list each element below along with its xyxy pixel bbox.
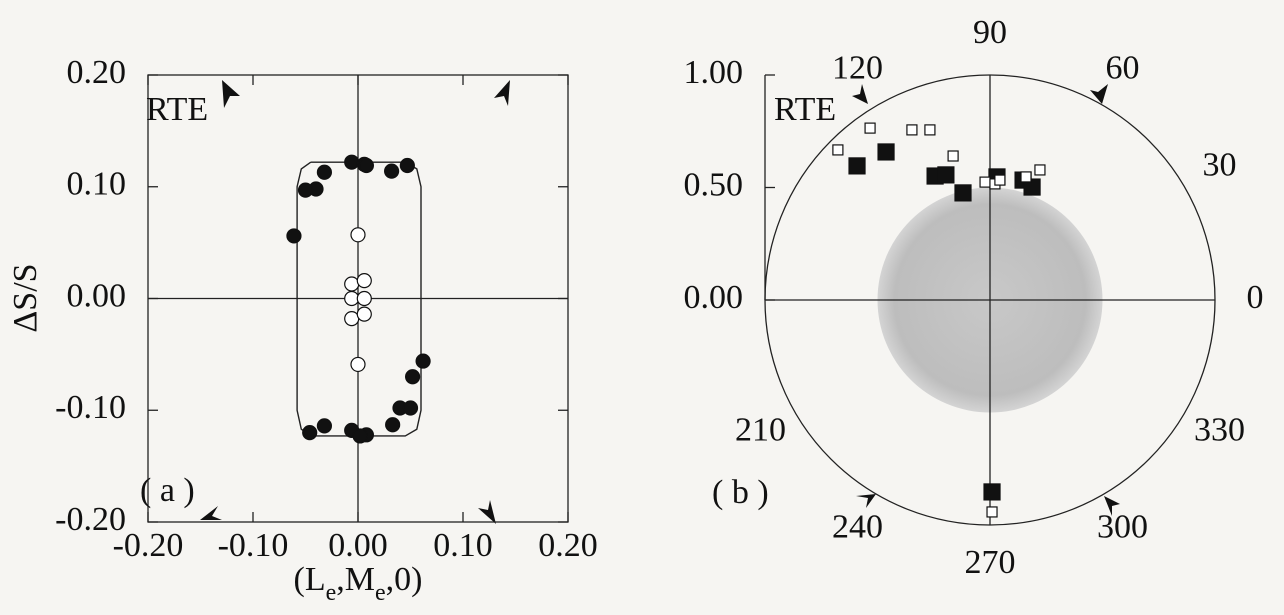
point <box>833 145 843 155</box>
label-part: ,0) <box>386 561 423 598</box>
point <box>878 144 894 160</box>
panel-label: ( b ) <box>712 474 769 511</box>
x-tick-label: 0.20 <box>538 527 598 564</box>
x-tick-label: -0.10 <box>218 527 289 564</box>
y-tick-label: 0.20 <box>67 54 127 91</box>
y-tick-label: -0.10 <box>55 389 126 426</box>
point <box>406 370 420 384</box>
angle-label: 30 <box>1202 146 1236 183</box>
point <box>317 165 331 179</box>
x-tick-label: 0.00 <box>328 527 388 564</box>
point <box>400 159 414 173</box>
point <box>317 419 331 433</box>
point <box>385 164 399 178</box>
point <box>345 155 359 169</box>
panel-label: RTE <box>774 91 836 128</box>
panel-label: ( a ) <box>140 472 195 509</box>
angle-label: 240 <box>832 508 883 545</box>
point <box>1035 165 1045 175</box>
label-part: ,M <box>336 561 375 598</box>
subscript: e <box>375 580 386 606</box>
x-axis-label: (Le,Me,0) <box>294 561 423 606</box>
panel-label: RTE <box>146 91 208 128</box>
point <box>357 274 371 288</box>
point <box>351 228 365 242</box>
point <box>404 401 418 415</box>
point <box>345 312 359 326</box>
point <box>299 183 313 197</box>
point <box>995 175 1005 185</box>
figure: -0.20-0.100.000.100.20-0.20-0.100.000.10… <box>0 0 1284 615</box>
point <box>938 167 954 183</box>
y-tick-label: 0.10 <box>67 166 127 203</box>
point <box>359 159 373 173</box>
subscript: e <box>326 580 337 606</box>
r-tick-label: 0.50 <box>684 166 744 203</box>
point <box>987 507 997 517</box>
angle-label: 120 <box>832 49 883 86</box>
r-tick-label: 0.00 <box>684 279 744 316</box>
angle-label: 0 <box>1247 279 1264 316</box>
point <box>287 229 301 243</box>
point <box>416 354 430 368</box>
point <box>907 125 917 135</box>
point <box>357 307 371 321</box>
angle-label: 60 <box>1106 49 1140 86</box>
label-part: (L <box>294 561 326 598</box>
point <box>849 158 865 174</box>
y-tick-label: -0.20 <box>55 501 126 538</box>
arrow <box>1090 84 1108 104</box>
arrow <box>478 500 496 524</box>
point <box>1021 172 1031 182</box>
arrow <box>856 494 876 508</box>
arrow <box>494 80 510 106</box>
angle-label: 210 <box>735 411 786 448</box>
point <box>925 125 935 135</box>
point <box>357 292 371 306</box>
arrow <box>200 506 222 520</box>
point <box>955 185 971 201</box>
x-tick-label: 0.10 <box>433 527 493 564</box>
angle-label: 90 <box>973 14 1007 51</box>
point <box>353 429 367 443</box>
y-axis-label: ΔS/S <box>7 263 44 332</box>
angle-label: 300 <box>1097 508 1148 545</box>
y-tick-label: 0.00 <box>67 277 127 314</box>
point <box>386 418 400 432</box>
r-tick-label: 1.00 <box>684 54 744 91</box>
point <box>345 277 359 291</box>
point <box>303 426 317 440</box>
angle-label: 270 <box>965 544 1016 581</box>
arrow <box>852 84 868 104</box>
point <box>984 484 1000 500</box>
point <box>980 177 990 187</box>
point <box>865 123 875 133</box>
point <box>948 151 958 161</box>
angle-label: 330 <box>1194 411 1245 448</box>
arrow <box>222 80 240 108</box>
point <box>351 357 365 371</box>
point <box>345 292 359 306</box>
